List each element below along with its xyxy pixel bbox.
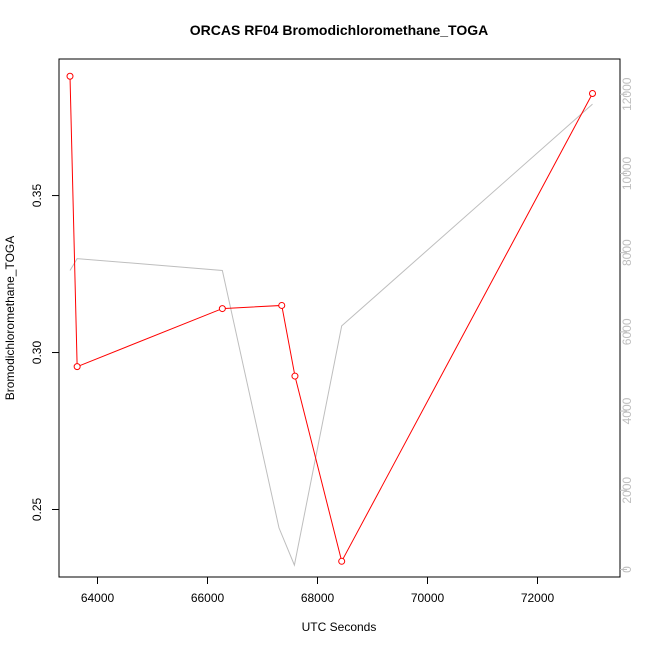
plot-frame	[58, 58, 621, 578]
y-tick-label: 0.30	[30, 341, 44, 365]
data-point	[218, 305, 226, 313]
data-point	[73, 363, 81, 371]
y2-tick-label: 4000	[620, 397, 634, 424]
x-axis-label: UTC Seconds	[302, 620, 377, 634]
y-axis-left: 0.25 0.30 0.35	[30, 184, 59, 522]
y2-tick-label: 12000	[620, 77, 634, 111]
x-tick-label: 64000	[81, 591, 115, 605]
y-tick-label: 0.25	[30, 498, 44, 522]
data-point	[66, 72, 74, 80]
series-layer	[66, 72, 596, 567]
data-point	[338, 557, 346, 565]
x-tick-label: 72000	[521, 591, 555, 605]
y2-tick-label: 8000	[620, 239, 634, 266]
y-tick-label: 0.35	[30, 184, 44, 208]
x-tick-label: 66000	[191, 591, 225, 605]
x-tick-label: 70000	[411, 591, 445, 605]
data-point	[291, 372, 299, 380]
series-line-right	[69, 103, 593, 567]
chart-title: ORCAS RF04 Bromodichloromethane_TOGA	[190, 22, 488, 38]
y-axis-right: 0 2000 4000 6000 8000 10000 12000	[620, 77, 634, 573]
y2-tick-label: 2000	[620, 477, 634, 504]
x-tick-label: 68000	[301, 591, 335, 605]
series-line-left	[69, 76, 593, 563]
y2-tick-label: 6000	[620, 318, 634, 345]
y2-tick-label: 0	[620, 566, 634, 573]
y-axis-label: Bromodichloromethane_TOGA	[3, 236, 17, 401]
x-axis: 64000 66000 68000 70000 72000	[81, 577, 555, 605]
y2-tick-label: 10000	[620, 156, 634, 190]
data-point	[589, 90, 596, 98]
data-point	[278, 301, 286, 309]
